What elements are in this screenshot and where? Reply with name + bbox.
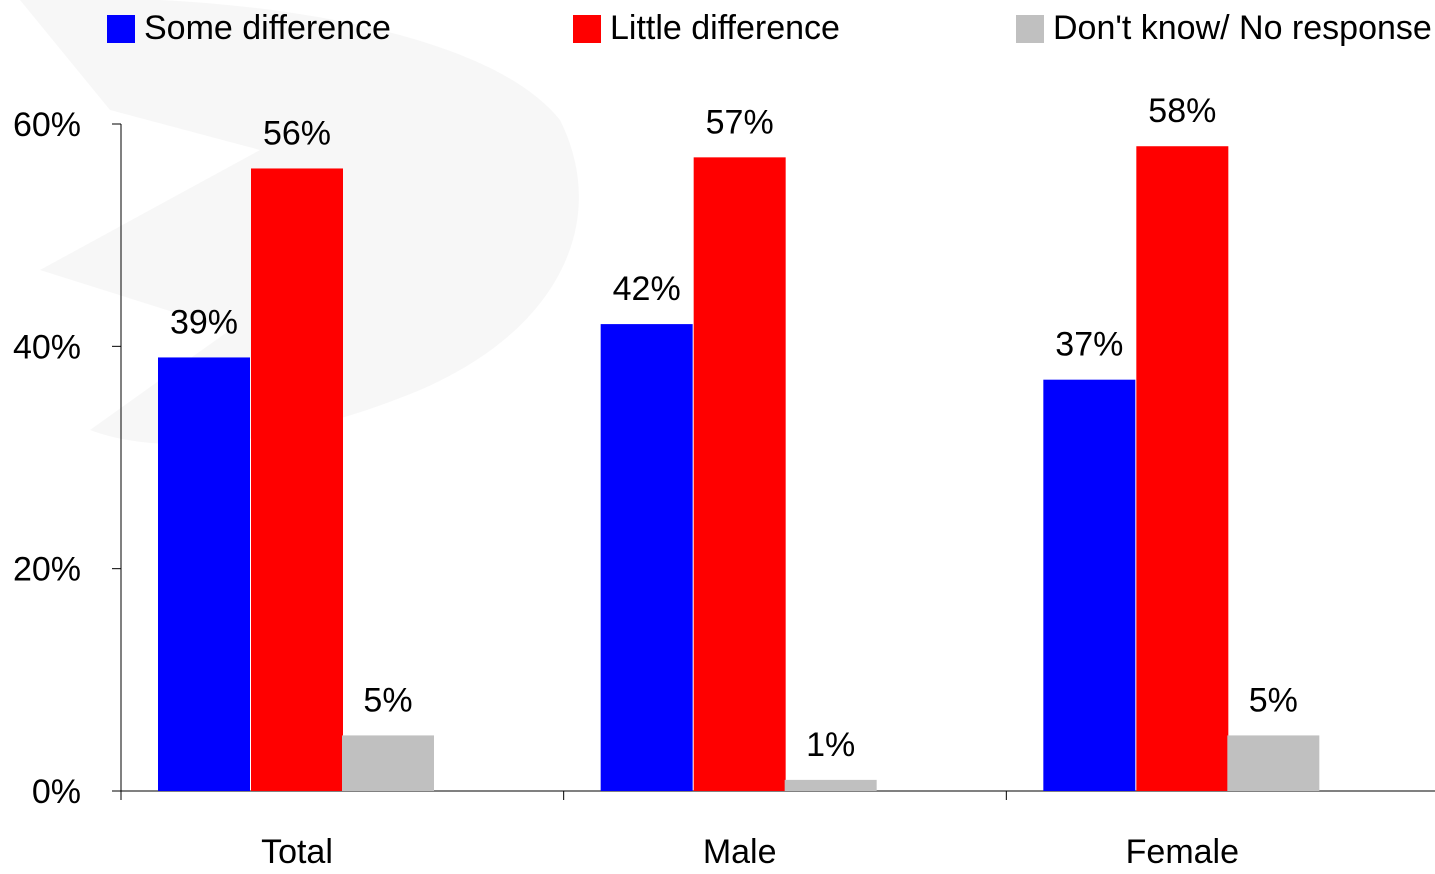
data-label: 1% [806, 726, 855, 764]
data-label: 5% [363, 681, 412, 719]
x-category-label: Male [703, 833, 777, 869]
legend-label: Don't know/ No response [1053, 9, 1432, 47]
data-labels: 39% 42% 37% 56% 57% 58% 5% 1% 5% [170, 92, 1298, 764]
bar [158, 357, 250, 791]
legend-swatch [107, 15, 135, 43]
bars [158, 146, 1320, 792]
x-category-label: Total [261, 833, 333, 869]
x-category-label: Female [1126, 833, 1239, 869]
bar [342, 735, 434, 791]
data-label: 58% [1148, 92, 1216, 130]
data-label: 57% [706, 103, 774, 141]
legend-swatch [1016, 15, 1044, 43]
axes: 0% 20% 40% 60% Total Male Female [13, 106, 1435, 871]
data-label: 5% [1249, 681, 1298, 719]
data-label: 37% [1055, 326, 1123, 364]
bar [784, 779, 877, 791]
y-tick-label: 0% [32, 773, 81, 811]
legend-label: Little difference [610, 9, 840, 47]
bar [1043, 379, 1136, 791]
data-label: 56% [263, 114, 331, 152]
y-tick-label: 60% [13, 106, 81, 144]
y-tick-label: 20% [13, 551, 81, 589]
data-label: 42% [613, 270, 681, 308]
bar [1227, 735, 1320, 791]
legend-swatch [573, 15, 601, 43]
bar [693, 157, 786, 792]
legend: Some difference Little difference Don't kn… [107, 9, 1432, 47]
bar [1136, 146, 1229, 791]
y-tick-label: 40% [13, 328, 81, 366]
legend-label: Some difference [144, 9, 391, 47]
bar [251, 168, 343, 791]
bar [600, 324, 693, 791]
data-label: 39% [170, 303, 238, 341]
